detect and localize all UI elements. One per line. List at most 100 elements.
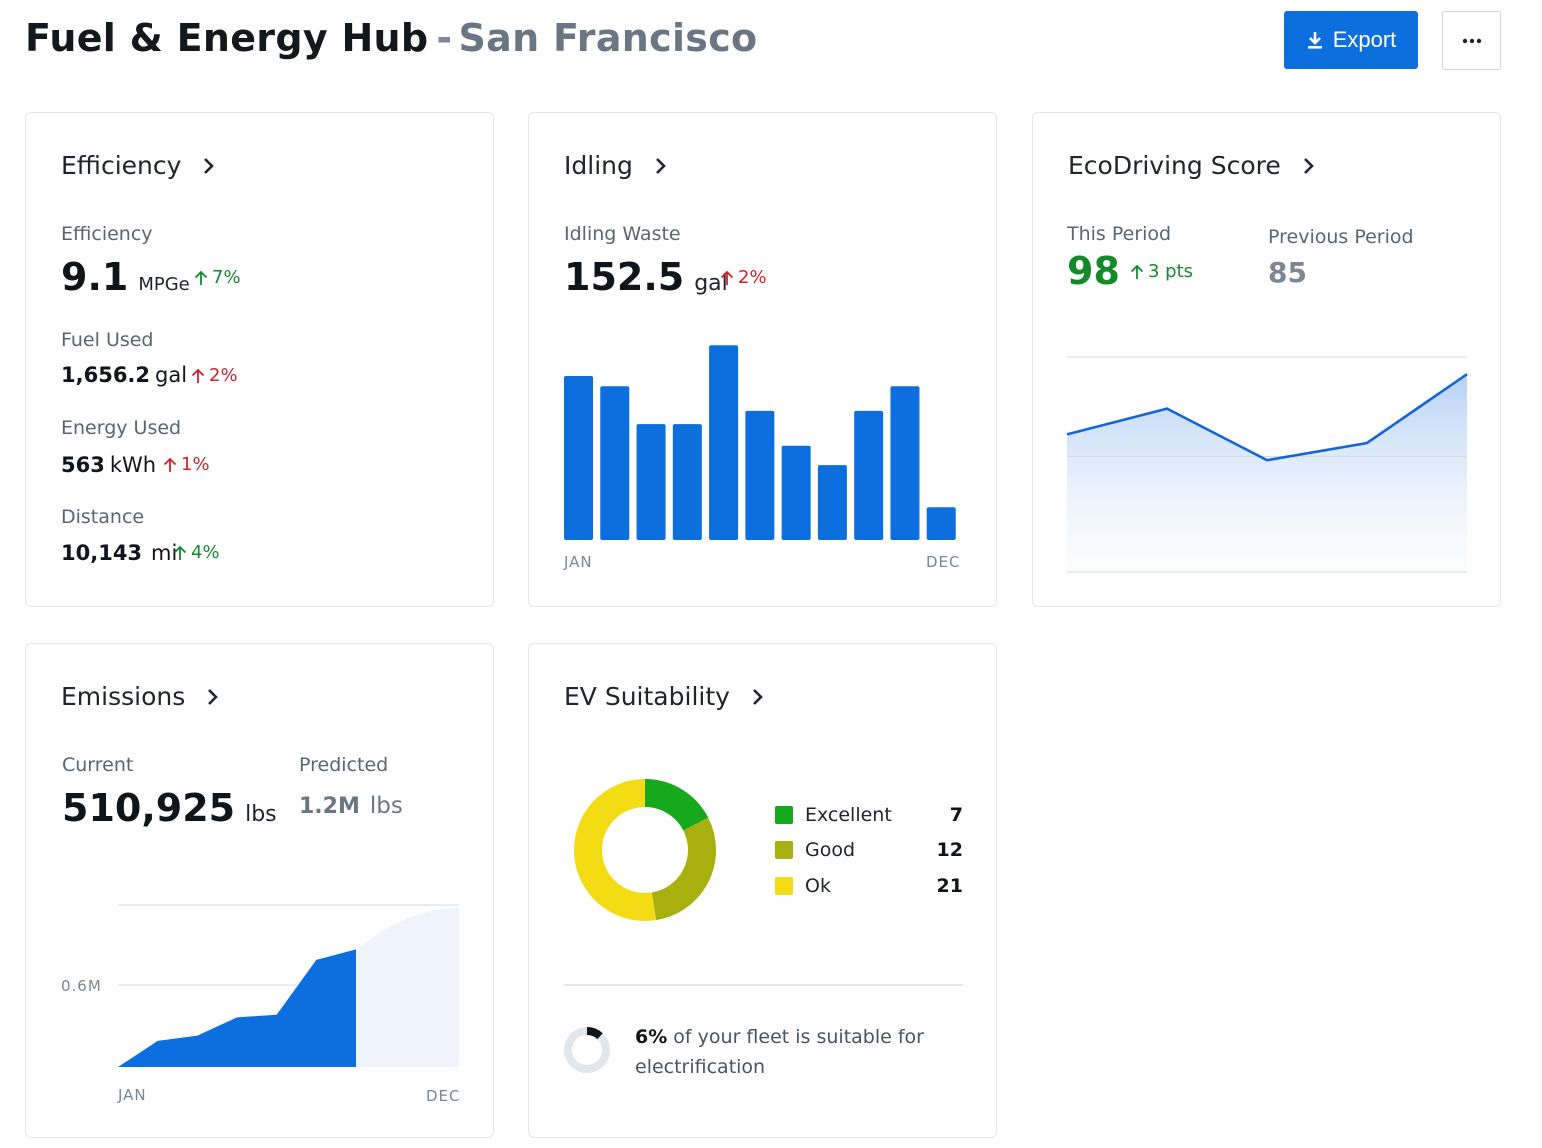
fuel-used-delta: 2% [191,365,238,386]
emissions-x-start-label: JAN [118,1086,147,1104]
idling-waste-number: 152.5 [564,255,685,299]
donut-slice-good [651,817,716,921]
idling-x-end-label: DEC [926,553,961,571]
idling-title: Idling [564,151,633,180]
idling-bar [854,410,884,540]
export-label: Export [1332,27,1397,52]
efficiency-number: 9.1 [61,255,129,299]
donut-slice-ok [574,779,657,921]
distance-label: Distance [61,506,145,528]
legend-count-ok: 21 [936,875,963,897]
this-period-delta: 3 pts [1130,261,1193,282]
export-button[interactable]: Export [1284,11,1418,69]
chevron-right-icon [753,688,763,705]
efficiency-label: Efficiency [61,223,153,245]
idling-waste-value: 152.5 gal [564,255,728,299]
idling-waste-label: Idling Waste [564,223,681,245]
current-emissions-value: 510,925 lbs [62,786,277,830]
chevron-right-icon [1303,157,1314,174]
ev-suitability-card-header[interactable]: EV Suitability [564,682,764,711]
idling-bar [926,507,956,540]
legend-item-good: Good 12 [775,839,963,861]
ecodriving-title: EcoDriving Score [1068,151,1281,180]
ev-suitability-card: EV Suitability Excellent 7 Good 12 Ok 21… [528,643,997,1138]
fuel-used-value: 1,656.2 gal [61,363,187,387]
idling-card-header[interactable]: Idling [564,151,667,180]
legend-count-excellent: 7 [949,804,963,826]
emissions-title: Emissions [61,682,186,711]
emissions-x-end-label: DEC [426,1087,461,1105]
donut-slice-excellent [644,779,709,832]
legend-swatch-excellent [775,806,793,824]
energy-used-value: 563 kWh [61,453,156,477]
mini-donut-track [564,1027,610,1073]
fuel-used-unit: gal [155,363,188,387]
chevron-right-icon [204,157,215,174]
this-period-label: This Period [1067,223,1172,245]
page-title-main: Fuel & Energy Hub [25,16,429,60]
chevron-right-icon [208,688,219,705]
idling-bar [890,386,920,540]
ev-fleet-mini-donut [564,1027,610,1073]
predicted-emissions-unit: lbs [369,793,403,819]
arrow-up-icon [194,270,208,285]
energy-used-delta-text: 1% [181,454,210,475]
idling-waste-delta-text: 2% [738,267,767,288]
idling-bar-chart [564,345,956,540]
download-icon [1307,32,1322,49]
idling-bar [564,376,594,540]
energy-used-unit: kWh [109,453,157,477]
emissions-current-area [118,949,356,1067]
efficiency-title: Efficiency [61,151,182,180]
distance-delta-text: 4% [191,542,220,563]
arrow-up-icon [720,270,734,285]
idling-bar [600,386,630,540]
more-icon [1462,38,1481,43]
arrow-up-icon [191,368,205,383]
idling-bar [709,345,739,540]
ev-summary-percent: 6% [635,1026,668,1048]
efficiency-value: 9.1 MPGe [61,255,190,299]
emissions-card: Emissions Current 510,925 lbs Predicted 1… [25,643,494,1138]
legend-item-ok: Ok 21 [775,875,963,897]
legend-label-excellent: Excellent [805,804,892,826]
ev-suitability-title: EV Suitability [564,682,730,711]
emissions-card-header[interactable]: Emissions [61,682,219,711]
energy-used-label: Energy Used [61,417,182,439]
predicted-label: Predicted [299,754,389,776]
idling-bar [636,424,666,540]
arrow-up-icon [1130,264,1144,279]
more-options-button[interactable] [1442,11,1501,70]
idling-bar [781,445,811,540]
idling-card: Idling Idling Waste 152.5 gal 2% JAN DEC [528,112,997,607]
location-name: San Francisco [458,16,758,60]
legend-swatch-ok [775,877,793,895]
ev-divider [564,984,963,986]
fuel-used-label: Fuel Used [61,329,154,351]
arrow-up-icon [173,545,187,560]
emissions-y-tick-label: 0.6M [61,977,102,995]
eco-area-fill [1067,374,1467,572]
predicted-emissions-value: 1.2M lbs [299,793,403,819]
legend-swatch-good [775,841,793,859]
chevron-right-icon [655,157,666,174]
efficiency-card-header[interactable]: Efficiency [61,151,215,180]
idling-bar [672,424,702,540]
efficiency-card: Efficiency Efficiency 9.1 MPGe 7% Fuel Us… [25,112,494,607]
legend-count-good: 12 [936,839,963,861]
page-title: Fuel & Energy Hub - San Francisco [25,16,757,60]
emissions-area-chart [118,904,459,1067]
distance-value: 10,143 mi [61,541,177,565]
efficiency-delta: 7% [194,267,241,288]
fuel-used-delta-text: 2% [209,365,238,386]
title-separator: - [436,16,453,60]
current-label: Current [62,754,134,776]
distance-number: 10,143 [61,541,143,565]
energy-used-number: 563 [61,453,105,477]
efficiency-delta-text: 7% [212,267,241,288]
efficiency-unit: MPGe [138,274,190,295]
this-period-delta-text: 3 pts [1148,261,1194,282]
ecodriving-card: EcoDriving Score This Period 98 3 pts Pr… [1032,112,1501,607]
legend-label-good: Good [805,839,856,861]
ecodriving-card-header[interactable]: EcoDriving Score [1068,151,1315,180]
